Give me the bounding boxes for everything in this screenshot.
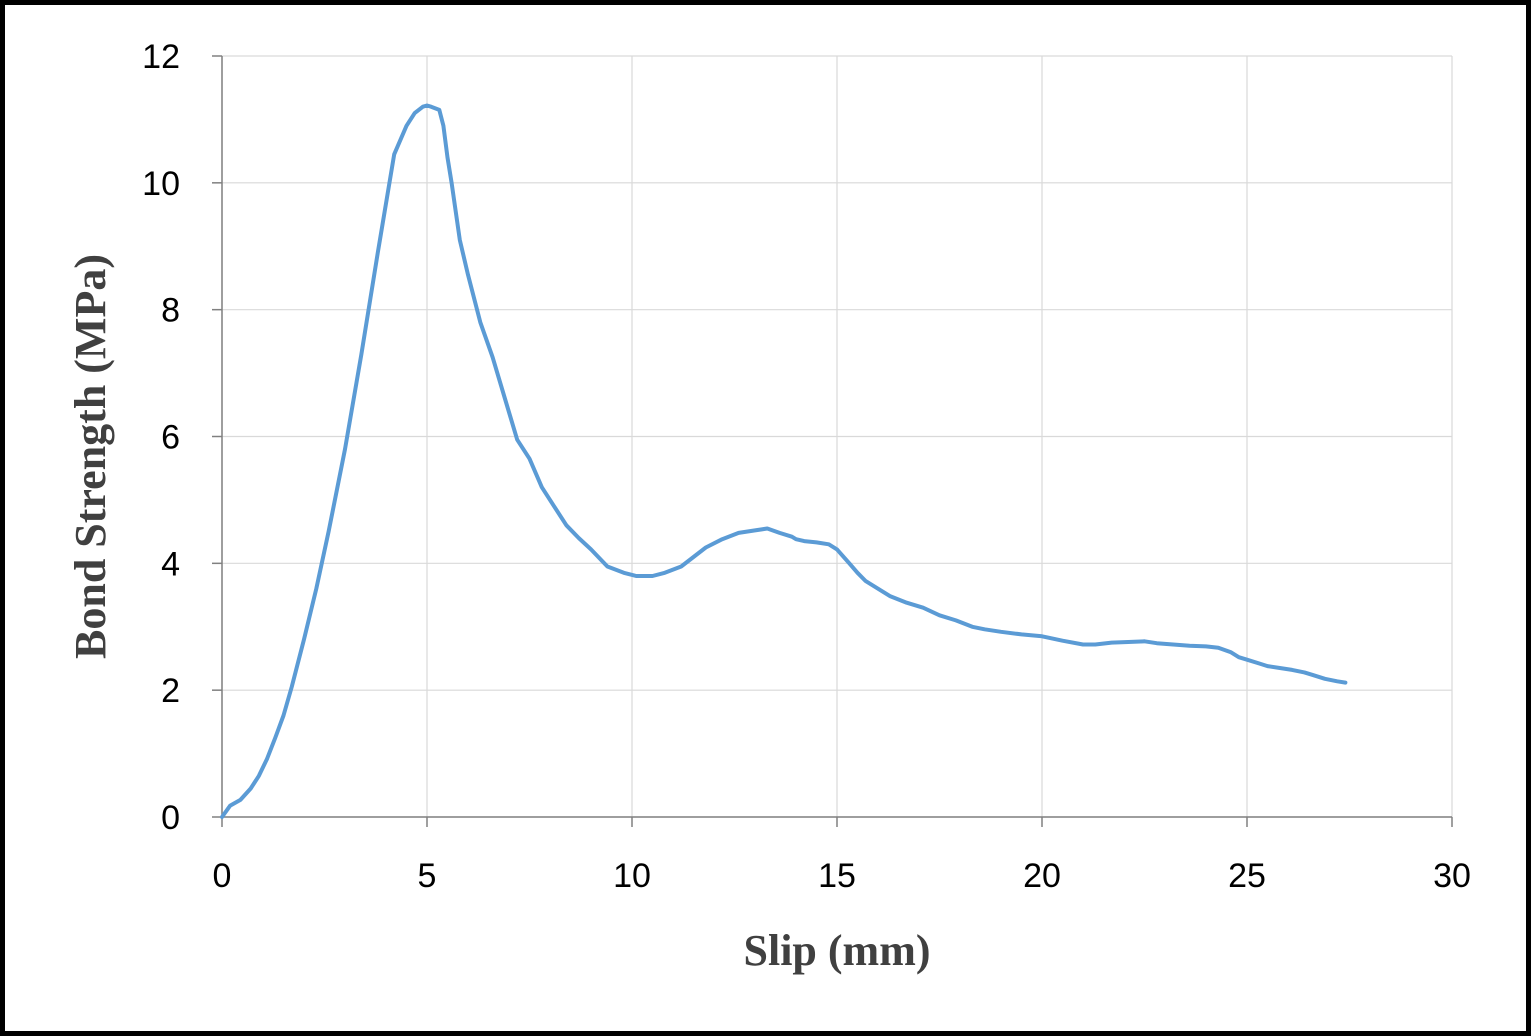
series-group	[220, 103, 1348, 819]
x-tick-label: 10	[613, 857, 651, 895]
y-tick-label: 8	[161, 292, 180, 330]
x-tick-label: 30	[1433, 857, 1471, 895]
y-tick-label: 10	[142, 165, 180, 203]
axes	[212, 55, 1453, 827]
y-tick-label: 0	[161, 799, 180, 837]
tick-labels: 0 5 10 15 20 25 30 0 2 4 6 8 10 12	[142, 38, 1471, 895]
y-tick-label: 6	[161, 419, 180, 457]
gridlines	[221, 55, 1453, 818]
x-tick-label: 25	[1228, 857, 1266, 895]
y-tick-label: 4	[161, 545, 180, 583]
x-tick-label: 20	[1023, 857, 1061, 895]
y-tick-label: 2	[161, 672, 180, 710]
x-axis-label: Slip (mm)	[744, 926, 931, 975]
x-tick-label: 0	[213, 857, 232, 895]
y-axis-label: Bond Strength (MPa)	[66, 254, 115, 659]
series-line	[220, 103, 1348, 819]
x-tick-label: 5	[418, 857, 437, 895]
x-tick-label: 15	[818, 857, 856, 895]
y-tick-label: 12	[142, 38, 180, 76]
